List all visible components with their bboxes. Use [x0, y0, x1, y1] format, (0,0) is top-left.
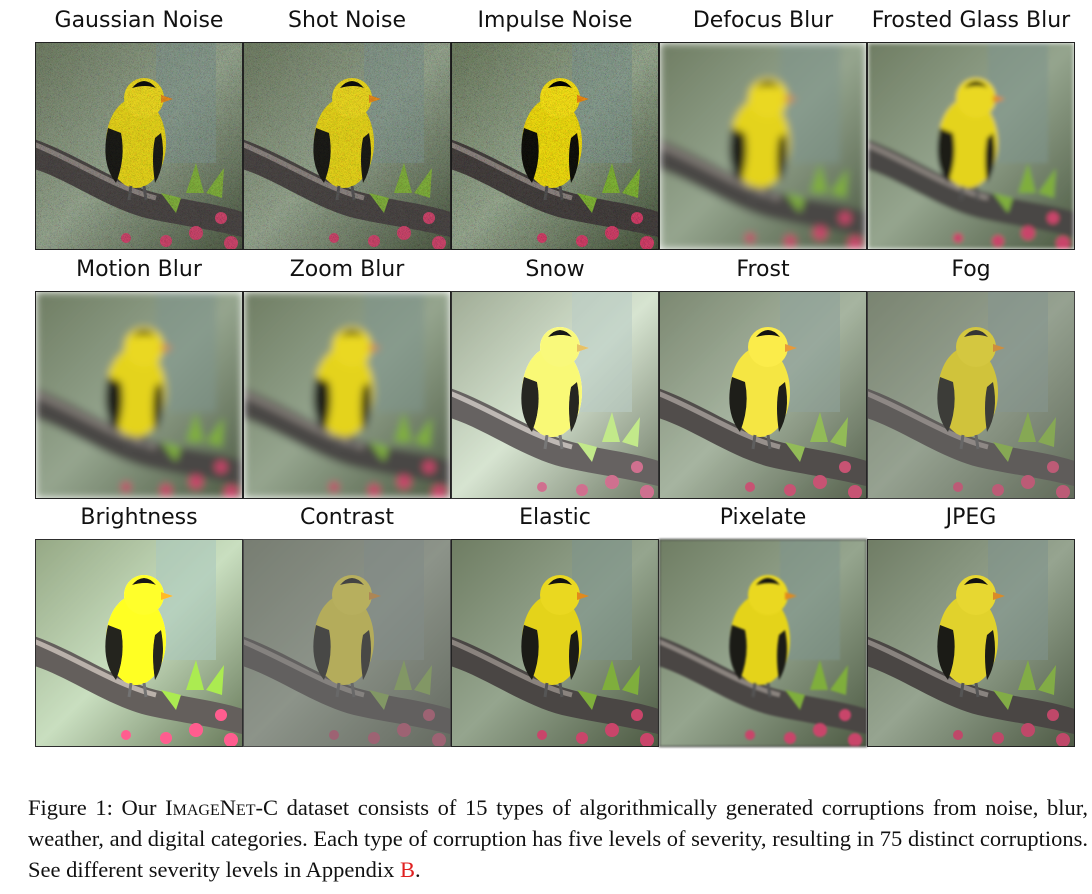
panel-label: Motion Blur	[76, 257, 202, 282]
panel-label: Shot Noise	[287, 8, 406, 33]
panel-label: Pixelate	[719, 505, 807, 530]
bird-picture	[659, 292, 867, 499]
caption-end: .	[415, 857, 421, 882]
panel-label: Impulse Noise	[477, 8, 633, 33]
bird-picture	[867, 43, 1075, 250]
panel-label: Snow	[525, 257, 585, 282]
panel-label: Elastic	[519, 505, 591, 530]
bird-picture	[35, 43, 243, 250]
bird-picture	[243, 43, 451, 250]
bird-picture	[243, 292, 451, 499]
panel-label: Zoom Blur	[289, 257, 405, 282]
bird-image	[243, 539, 451, 747]
panel-label: Gaussian Noise	[54, 8, 224, 33]
panel-label: Fog	[951, 257, 991, 282]
bird-image	[451, 42, 659, 250]
panel-label: Defocus Blur	[692, 8, 834, 33]
bird-image	[35, 539, 243, 747]
bird-image	[451, 291, 659, 499]
bird-image	[867, 42, 1075, 250]
panel-label: Contrast	[299, 505, 394, 530]
bird-image	[659, 42, 867, 250]
appendix-link[interactable]: B	[400, 857, 416, 882]
bird-image	[243, 42, 451, 250]
bird-image	[35, 291, 243, 499]
bird-image	[867, 291, 1075, 499]
bird-picture	[659, 43, 867, 250]
bird-picture	[659, 540, 867, 747]
caption-body: dataset consists of 15 types of algorith…	[28, 795, 1088, 882]
bird-image	[243, 291, 451, 499]
bird-image	[35, 42, 243, 250]
bird-picture	[451, 540, 659, 747]
bird-picture	[243, 540, 451, 747]
bird-image	[867, 539, 1075, 747]
bird-picture	[451, 43, 659, 250]
bird-picture	[35, 292, 243, 499]
bird-image	[659, 291, 867, 499]
dataset-name: ImageNet-C	[165, 795, 279, 820]
bird-picture	[35, 540, 243, 747]
bird-image	[659, 539, 867, 747]
bird-picture	[867, 540, 1075, 747]
bird-image	[451, 539, 659, 747]
panel-label: JPEG	[945, 505, 997, 530]
bird-picture	[451, 292, 659, 499]
panel-label: Frosted Glass Blur	[871, 8, 1071, 33]
caption: Figure 1: Our ImageNet-C dataset consist…	[28, 792, 1088, 885]
bird-picture	[867, 292, 1075, 499]
panel-label: Brightness	[80, 505, 198, 530]
caption-lead: Figure 1: Our	[28, 795, 166, 820]
panel-label: Frost	[736, 257, 790, 282]
